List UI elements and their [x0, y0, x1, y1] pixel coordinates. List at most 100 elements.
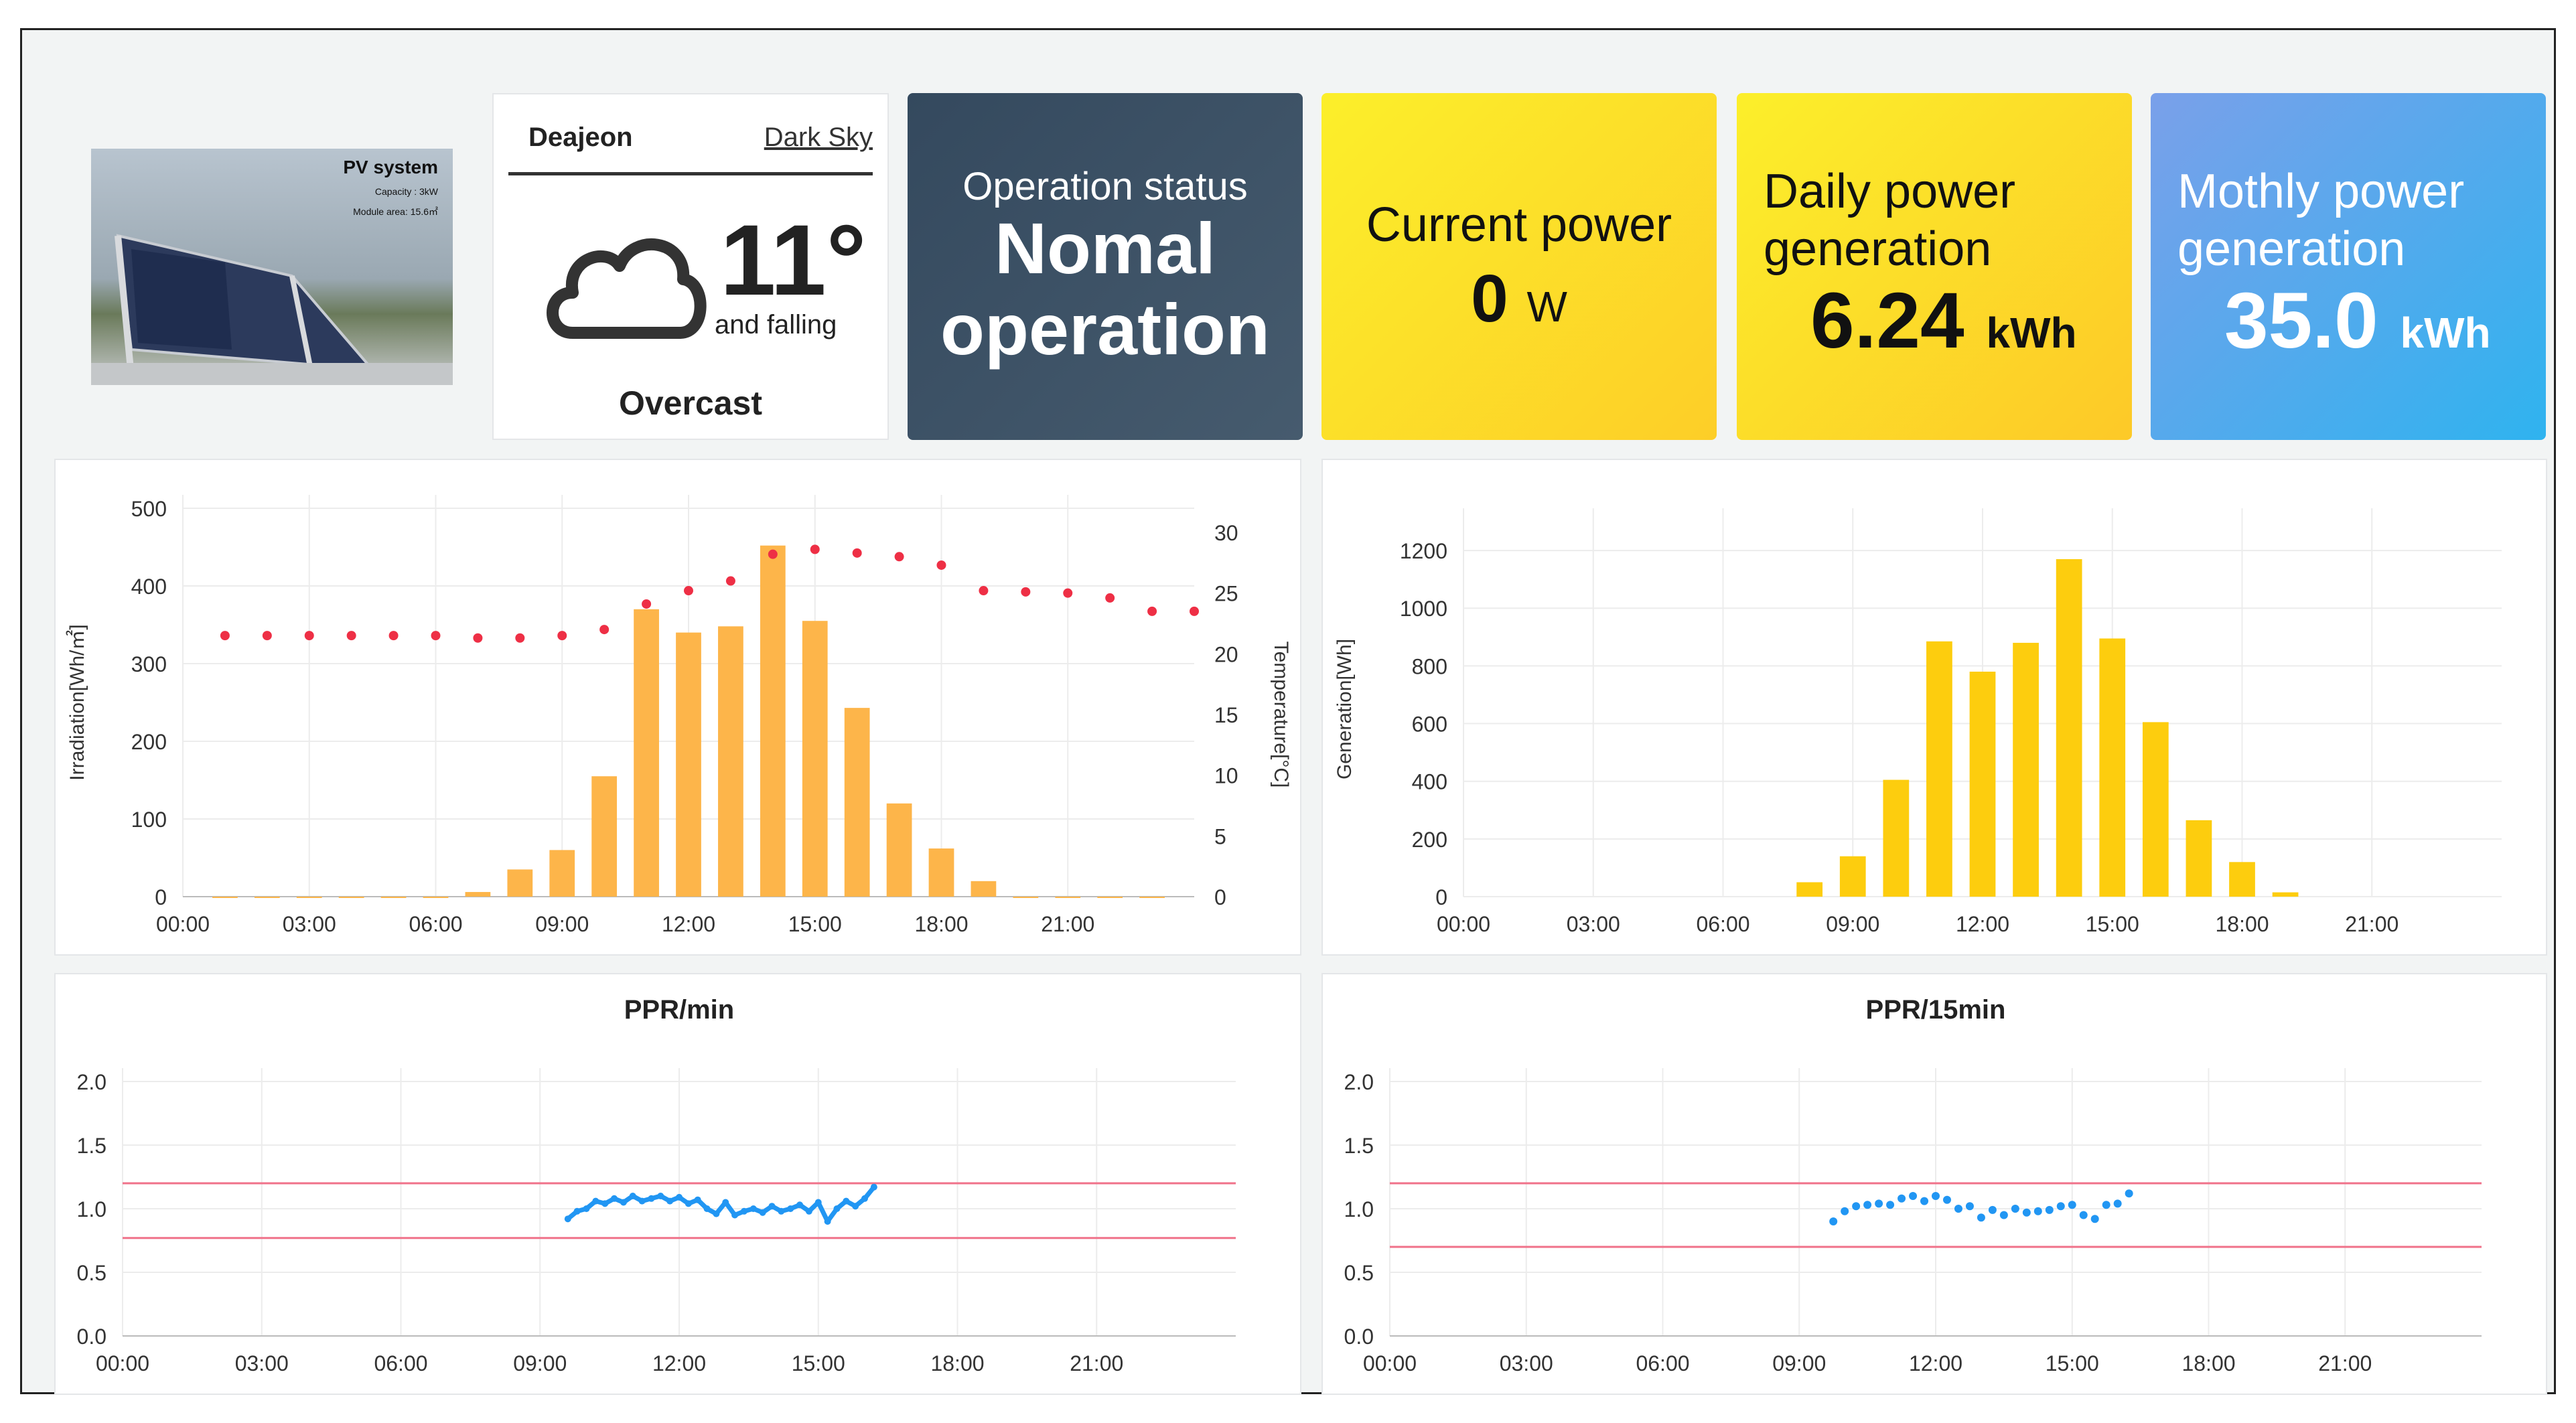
x-tick-label: 06:00 [409, 912, 462, 936]
y-tick-label: 1.0 [1344, 1197, 1374, 1221]
y2-tick-label: 30 [1214, 521, 1238, 545]
generation-bar [1796, 882, 1823, 897]
ppr-point [620, 1199, 627, 1206]
ppr-point [805, 1207, 812, 1215]
weather-trend: and falling [715, 310, 837, 340]
ppr-point [778, 1207, 785, 1215]
ppr-point [2045, 1205, 2054, 1214]
pv-capacity: Capacity : 3kW [374, 186, 438, 197]
y2-tick-label: 25 [1214, 582, 1238, 606]
x-tick-label: 21:00 [2318, 1351, 2372, 1375]
ppr-min-chart-svg: 0.0 0.5 1.0 1.5 2.0 00:00 03:00 06:00 09:00 12:00… [77, 995, 1236, 1375]
ppr-point [2011, 1205, 2019, 1213]
irradiation-bar [634, 609, 659, 897]
ppr-point [1977, 1213, 1985, 1222]
ppr-point [573, 1207, 581, 1215]
x-tick-label: 21:00 [1070, 1351, 1123, 1375]
irradiation-bar [971, 881, 997, 897]
ppr-point [2079, 1211, 2088, 1219]
ppr-point [768, 1203, 776, 1210]
monthly-generation-number: 35.0 [2224, 277, 2378, 365]
ppr-point [713, 1210, 720, 1217]
irradiation-bar [296, 897, 322, 898]
ppr-point [833, 1205, 841, 1212]
ppr-point [629, 1193, 636, 1199]
ppr-point [1886, 1201, 1895, 1209]
x-tick-label: 21:00 [1041, 912, 1094, 936]
weather-city: Deajeon [528, 123, 633, 152]
ppr-point [861, 1195, 868, 1202]
ppr-point [731, 1211, 739, 1219]
ppr-point [2113, 1199, 2122, 1208]
irradiation-bar [380, 897, 407, 898]
generation-bar [2272, 892, 2299, 897]
weather-condition: Overcast [618, 384, 763, 422]
ppr-point [666, 1197, 674, 1205]
ppr-point [2056, 1202, 2065, 1211]
generation-chart-svg: 0 200 400 600 800 1000 1200 00:00 03:00 06:00 09:0… [1334, 508, 2502, 936]
ppr-point [814, 1199, 822, 1206]
y-tick-label: 1.5 [77, 1134, 106, 1158]
daily-label-line1: Daily power [1764, 165, 2016, 218]
x-tick-label: 03:00 [1567, 912, 1620, 936]
cloud-icon [547, 238, 707, 339]
ppr-point [1965, 1202, 1974, 1211]
pv-title: PV system [343, 157, 438, 177]
weather-divider [508, 172, 873, 175]
monthly-generation-card: Mothly power generation 35.0 kWh [2151, 93, 2546, 440]
ppr-point [583, 1205, 590, 1212]
y-tick-label: 100 [131, 808, 167, 832]
temperature-point [388, 631, 399, 641]
current-power-number: 0 [1471, 261, 1508, 336]
temperature-point [346, 631, 356, 641]
dark-sky-link[interactable]: Dark Sky [764, 123, 873, 152]
generation-bar [1969, 672, 1996, 897]
generation-chart: 0 200 400 600 800 1000 1200 00:00 03:00 06:00 09:0… [1321, 459, 2547, 956]
temperature-point [473, 633, 483, 643]
irradiation-bar [1013, 897, 1039, 898]
x-tick-label: 18:00 [930, 1351, 984, 1375]
irradiation-bar [465, 892, 491, 897]
temperature-point [894, 552, 904, 562]
x-tick-label: 03:00 [283, 912, 336, 936]
pv-system-photo: PV system Capacity : 3kW Module area: 15… [91, 149, 453, 385]
monthly-label-line1: Mothly power [2177, 165, 2465, 218]
temperature-point [1063, 588, 1073, 598]
irradiation-bar [802, 621, 828, 897]
ppr-point [722, 1199, 729, 1206]
temperature-point [642, 599, 652, 609]
ppr-point [1999, 1211, 2008, 1219]
x-tick-label: 03:00 [235, 1351, 289, 1375]
generation-bar [2142, 722, 2169, 897]
ppr-point [703, 1205, 711, 1212]
ppr-point [601, 1200, 609, 1207]
generation-bar [2186, 820, 2212, 897]
ppr-point [2102, 1201, 2110, 1209]
temperature-point [304, 631, 314, 641]
x-tick-label: 06:00 [1636, 1351, 1689, 1375]
temperature-point [936, 560, 946, 570]
temperature-point [1021, 587, 1031, 597]
y-tick-label: 0 [1435, 885, 1447, 909]
operation-status-label: Operation status [962, 165, 1248, 208]
ppr-min-chart: 0.0 0.5 1.0 1.5 2.0 00:00 03:00 06:00 09:00 12:00… [54, 973, 1301, 1395]
x-tick-label: 00:00 [156, 912, 210, 936]
x-tick-label: 15:00 [2046, 1351, 2099, 1375]
ppr-point [2068, 1201, 2076, 1209]
y-tick-label: 200 [131, 730, 167, 754]
current-power-label: Current power [1366, 198, 1672, 252]
y2-tick-label: 20 [1214, 642, 1238, 666]
current-power-value: 0 W [1321, 260, 1717, 338]
x-tick-label: 09:00 [1772, 1351, 1826, 1375]
irradiation-bar [1139, 897, 1165, 898]
y2-tick-label: 15 [1214, 703, 1238, 727]
temperature-point [1105, 593, 1115, 603]
irradiation-bar [676, 632, 701, 897]
x-tick-label: 21:00 [2345, 912, 2399, 936]
ppr-point [1988, 1205, 1997, 1214]
y-tick-label: 2.0 [77, 1070, 106, 1094]
y-tick-label: 600 [1412, 713, 1447, 737]
generation-bar [2056, 559, 2082, 897]
ppr-point [870, 1183, 877, 1191]
ppr-point [1954, 1205, 1962, 1213]
